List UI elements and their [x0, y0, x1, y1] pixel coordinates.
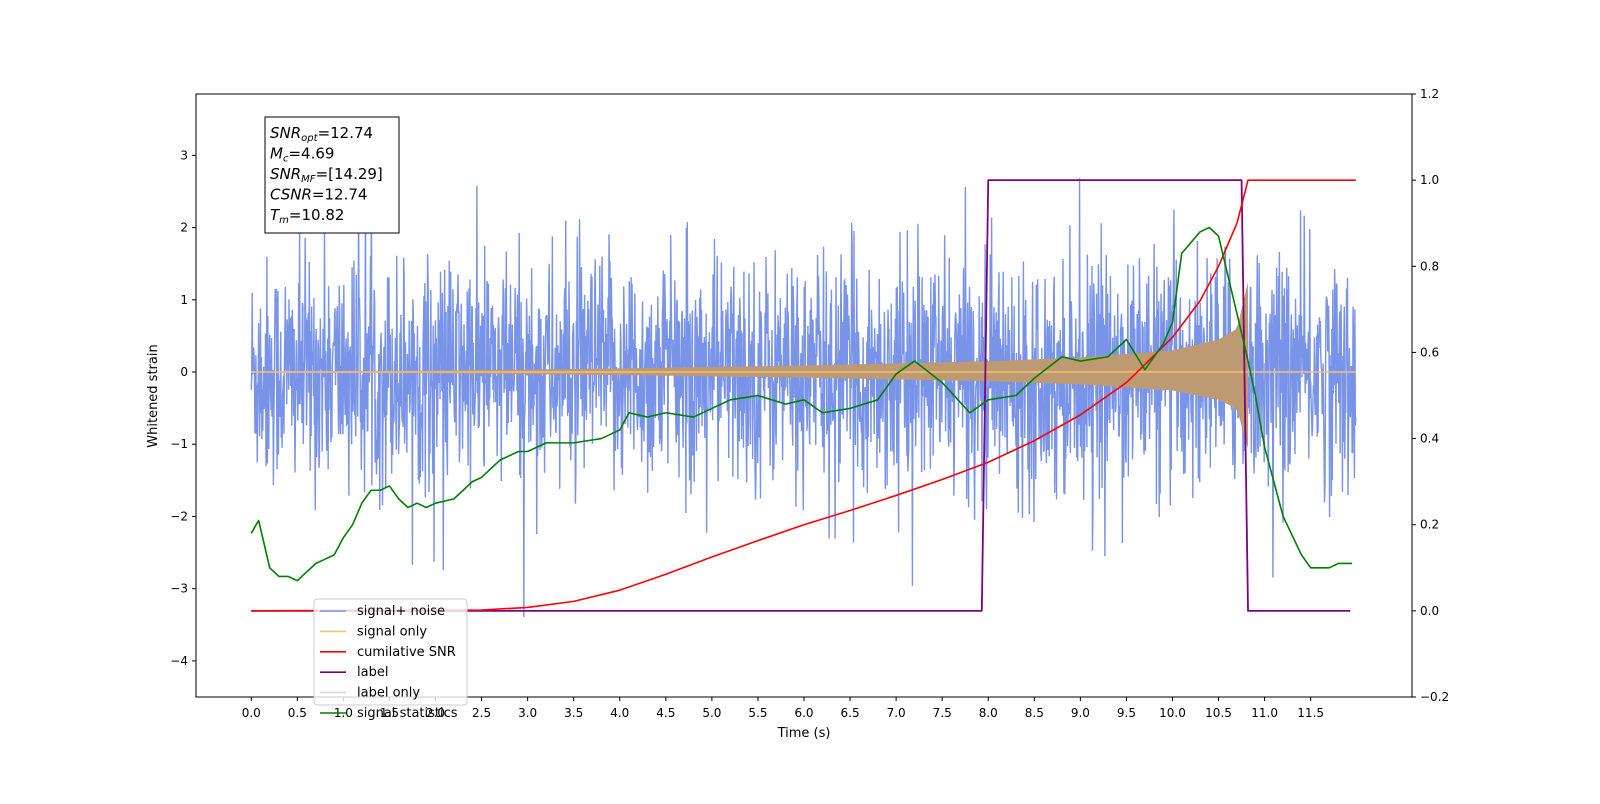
x-tick-label: 4.0	[610, 706, 629, 720]
series-signal-statistics	[250, 226, 1353, 582]
y2-tick-label: 0.0	[1420, 604, 1439, 618]
annotation-symbol: SNR	[270, 124, 301, 142]
annotation-subscript: c	[283, 154, 289, 165]
x-tick-label: 5.5	[748, 706, 767, 720]
x-tick-label: 4.5	[656, 706, 675, 720]
annotation-box: SNRopt=12.74Mc=4.69SNRMF=[14.29]CSNR=12.…	[264, 116, 400, 234]
legend-entry: label	[357, 665, 388, 680]
y-tick-label: 0	[180, 365, 188, 379]
y-axis-ticks: 3 2 1 0 −1 −2 −3 −4	[170, 148, 196, 668]
x-tick-label: 9.0	[1071, 706, 1090, 720]
y-axis-label: Whitened strain	[146, 344, 161, 447]
series-signal-noise	[250, 155, 1357, 617]
x-tick-label: 2.5	[472, 706, 491, 720]
legend: signal+ noise signal only cumilative SNR la…	[313, 598, 468, 721]
x-tick-label: 7.5	[933, 706, 952, 720]
x-tick-label: 7.0	[887, 706, 906, 720]
y2-axis-ticks: 1.2 1.0 0.8 0.6 0.4 0.2 0.0 −0.2	[1412, 87, 1449, 704]
legend-entry: label only	[357, 686, 420, 701]
annotation-subscript: m	[279, 215, 289, 226]
annotation-subscript: MF	[301, 174, 316, 185]
y2-tick-label: 0.4	[1420, 432, 1439, 446]
series-signal-only	[251, 281, 1249, 449]
y-tick-label: −4	[170, 654, 188, 668]
x-tick-label: 10.5	[1205, 706, 1232, 720]
y-tick-label: −1	[170, 437, 188, 451]
x-tick-label: 11.0	[1251, 706, 1278, 720]
y-tick-label: 1	[180, 293, 188, 307]
y2-tick-label: 0.2	[1420, 518, 1439, 532]
annotation-line: CSNR=12.74	[270, 186, 367, 204]
plot-area	[250, 155, 1357, 617]
x-tick-label: 6.5	[841, 706, 860, 720]
annotation-symbol: T	[270, 206, 281, 224]
annotation-value: =12.74	[318, 124, 374, 142]
y2-tick-label: 0.8	[1420, 259, 1439, 273]
annotation-value: =4.69	[288, 145, 334, 163]
x-tick-label: 8.0	[979, 706, 998, 720]
legend-entry: signal+ noise	[357, 604, 445, 619]
series-cumulative-snr	[251, 179, 1356, 612]
annotation-line: Tm=10.82	[270, 206, 344, 226]
annotation-line: SNRMF=[14.29]	[270, 165, 383, 185]
y2-tick-label: 1.0	[1420, 173, 1439, 187]
y2-tick-label: 0.6	[1420, 345, 1439, 359]
legend-frame	[313, 598, 468, 706]
annotation-value: =12.74	[312, 186, 368, 204]
y2-tick-label: −0.2	[1420, 690, 1449, 704]
annotation-symbol: SNR	[270, 165, 301, 183]
y-tick-label: −3	[170, 582, 188, 596]
legend-entry: signal statistics	[357, 706, 458, 721]
x-tick-label: 6.0	[794, 706, 813, 720]
x-tick-label: 0.5	[288, 706, 307, 720]
x-tick-label: 10.0	[1159, 706, 1186, 720]
y-tick-label: −2	[170, 509, 188, 523]
annotation-value: =10.82	[289, 206, 345, 224]
annotation-line: SNRopt=12.74	[270, 124, 373, 144]
annotation-line: Mc=4.69	[270, 145, 334, 165]
x-tick-label: 5.0	[702, 706, 721, 720]
y2-tick-label: 1.2	[1420, 87, 1439, 101]
x-tick-label: 1.5	[380, 706, 399, 720]
y-tick-label: 3	[180, 148, 188, 162]
annotation-subscript: opt	[301, 133, 318, 144]
x-tick-label: 3.0	[518, 706, 537, 720]
annotation-frame	[264, 116, 400, 234]
x-tick-label: 3.5	[564, 706, 583, 720]
annotation-symbol: M	[270, 145, 283, 163]
x-axis-ticks: 0.0 0.5 1.0 1.5 2.0 2.5 3.0 3.5 4.0 4.5 5.0 5.5 6.0 6…	[242, 697, 1324, 720]
x-tick-label: 9.5	[1117, 706, 1136, 720]
x-tick-label: 8.5	[1025, 706, 1044, 720]
x-tick-label: 2.0	[426, 706, 445, 720]
legend-entry: signal only	[357, 624, 427, 639]
x-tick-label: 0.0	[242, 706, 261, 720]
annotation-symbol: CSNR	[270, 186, 312, 204]
series-label	[251, 179, 1351, 612]
annotation-value: =[14.29]	[316, 165, 383, 183]
x-axis-label: Time (s)	[777, 726, 831, 741]
x-tick-label: 11.5	[1297, 706, 1324, 720]
y-tick-label: 2	[180, 221, 188, 235]
legend-entry: cumilative SNR	[357, 645, 456, 660]
